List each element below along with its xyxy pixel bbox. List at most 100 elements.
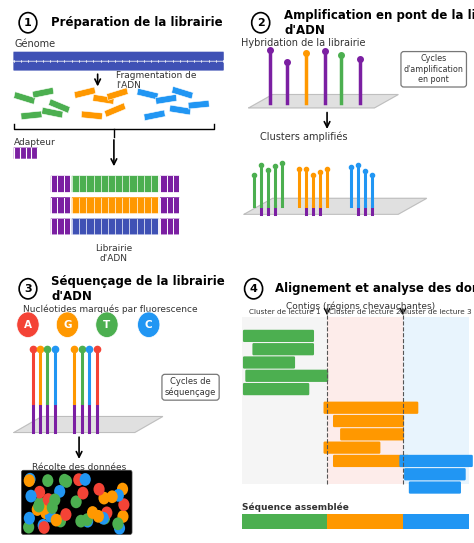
FancyBboxPatch shape [51, 176, 70, 192]
Circle shape [34, 497, 46, 510]
Text: Fragmentation de
l'ADN: Fragmentation de l'ADN [116, 71, 197, 90]
Circle shape [75, 515, 86, 527]
Circle shape [23, 521, 34, 533]
Circle shape [49, 494, 60, 506]
Circle shape [73, 473, 84, 486]
Bar [242, 514, 327, 529]
FancyBboxPatch shape [399, 455, 473, 467]
Text: G: G [63, 320, 72, 330]
Polygon shape [107, 88, 128, 100]
FancyBboxPatch shape [72, 176, 158, 192]
FancyBboxPatch shape [160, 197, 179, 213]
FancyBboxPatch shape [13, 61, 224, 71]
Polygon shape [81, 111, 102, 119]
Circle shape [24, 473, 36, 485]
Text: Récolte des données: Récolte des données [32, 463, 126, 472]
FancyBboxPatch shape [323, 441, 380, 454]
Bar [327, 514, 403, 529]
Circle shape [54, 485, 65, 498]
FancyBboxPatch shape [243, 383, 309, 395]
Circle shape [26, 490, 36, 502]
Polygon shape [144, 110, 165, 121]
Circle shape [43, 493, 54, 506]
Circle shape [32, 503, 43, 516]
Circle shape [113, 489, 124, 502]
Circle shape [59, 474, 70, 487]
Text: Clusters amplifiés: Clusters amplifiés [260, 132, 347, 142]
Text: Séquence assemblée: Séquence assemblée [242, 502, 348, 512]
Text: Séquençage de la librairie
d'ADN: Séquençage de la librairie d'ADN [51, 275, 225, 303]
Text: Hybridation de la librairie: Hybridation de la librairie [241, 38, 365, 48]
Circle shape [56, 312, 79, 338]
Circle shape [60, 508, 72, 521]
Circle shape [37, 519, 49, 532]
Circle shape [117, 483, 128, 495]
FancyBboxPatch shape [333, 455, 409, 467]
Circle shape [51, 514, 62, 527]
Circle shape [98, 512, 109, 525]
Circle shape [112, 517, 123, 530]
FancyBboxPatch shape [14, 147, 38, 159]
Polygon shape [244, 198, 427, 214]
Polygon shape [21, 111, 42, 119]
Circle shape [118, 498, 129, 511]
Polygon shape [42, 108, 63, 118]
Circle shape [17, 312, 39, 338]
Circle shape [82, 515, 93, 528]
Polygon shape [74, 87, 96, 98]
Circle shape [61, 475, 72, 488]
FancyBboxPatch shape [243, 330, 314, 342]
Bar [242, 317, 327, 484]
Circle shape [80, 473, 91, 486]
Circle shape [33, 500, 45, 513]
Circle shape [87, 506, 98, 519]
Polygon shape [137, 89, 158, 100]
Polygon shape [48, 99, 70, 113]
Circle shape [71, 495, 82, 508]
Circle shape [77, 487, 89, 500]
Circle shape [93, 510, 104, 523]
Polygon shape [188, 100, 210, 109]
Circle shape [99, 492, 109, 504]
Polygon shape [14, 416, 163, 432]
Text: Alignement et analyse des données: Alignement et analyse des données [275, 282, 474, 295]
Text: A: A [24, 320, 32, 330]
Text: 3: 3 [24, 284, 32, 294]
Text: 1: 1 [24, 18, 32, 28]
FancyBboxPatch shape [72, 218, 158, 235]
Text: Cluster de lecture 2: Cluster de lecture 2 [329, 310, 401, 315]
FancyBboxPatch shape [323, 402, 418, 414]
Polygon shape [104, 103, 126, 117]
Polygon shape [169, 105, 191, 115]
Bar [403, 317, 469, 484]
FancyBboxPatch shape [21, 470, 132, 534]
Text: Amplification en pont de la librairie
d'ADN: Amplification en pont de la librairie d'… [284, 9, 474, 37]
Circle shape [107, 490, 118, 503]
FancyBboxPatch shape [51, 218, 70, 235]
Text: Préparation de la librairie: Préparation de la librairie [51, 16, 223, 29]
Text: Cycles
d'amplification
en pont: Cycles d'amplification en pont [404, 54, 464, 84]
Circle shape [39, 502, 50, 515]
Circle shape [24, 512, 35, 525]
FancyBboxPatch shape [246, 370, 328, 382]
Text: T: T [103, 320, 110, 330]
Circle shape [82, 513, 93, 526]
Text: 2: 2 [257, 18, 264, 28]
Text: Adapteur: Adapteur [14, 138, 56, 147]
Text: Cluster de lecture 1: Cluster de lecture 1 [248, 310, 320, 315]
Circle shape [38, 521, 50, 534]
Text: 4: 4 [250, 284, 257, 294]
FancyBboxPatch shape [340, 428, 404, 440]
Circle shape [55, 515, 66, 527]
Circle shape [47, 501, 58, 514]
Circle shape [45, 510, 56, 522]
Polygon shape [93, 94, 114, 104]
Bar [327, 317, 403, 484]
Circle shape [99, 512, 110, 525]
FancyBboxPatch shape [160, 176, 179, 192]
FancyBboxPatch shape [13, 52, 224, 61]
Circle shape [34, 486, 45, 498]
FancyBboxPatch shape [333, 415, 404, 427]
Circle shape [118, 510, 128, 523]
FancyBboxPatch shape [51, 197, 70, 213]
